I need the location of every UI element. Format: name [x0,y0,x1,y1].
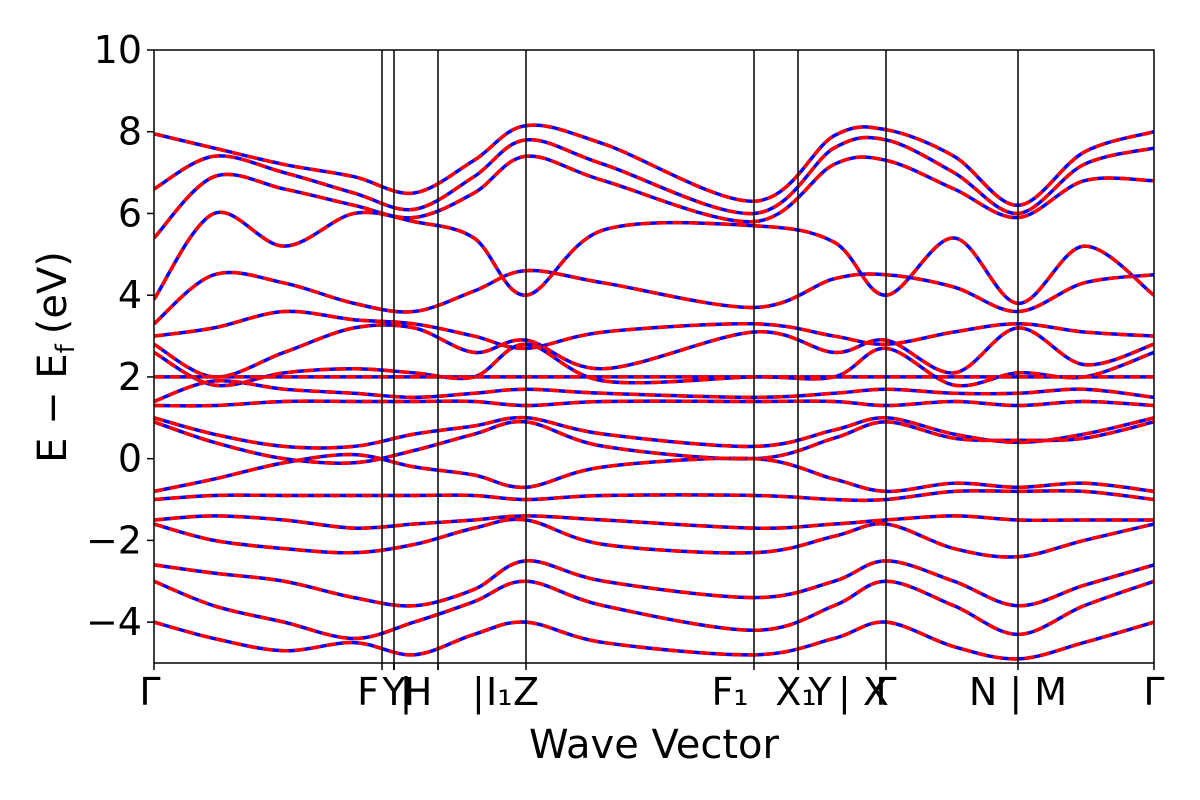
blue-band-line-17 [154,559,1154,608]
y-axis-title: E − Ef (eV) [30,251,81,463]
x-tick-label: Y [381,670,406,714]
y-tick-label: 2 [118,355,142,399]
y-tick-label: −4 [86,600,142,644]
svg-text:E − Ef(eV): E − Ef (eV) [30,251,81,463]
x-tick-label: Γ [875,670,896,714]
blue-band-line-14 [154,489,1154,503]
red-band-line-10 [154,399,1154,408]
red-band-line-11 [154,415,1154,450]
x-tick-label: X₁ [775,670,816,714]
red-band-line-15 [154,514,1154,530]
x-tick-label: Γ [1143,670,1164,714]
x-tick-label: I₁ [486,670,512,714]
y-axis-ticks: −4 −2 0 2 4 6 8 10 [86,28,154,644]
red-band-line-2 [154,154,1154,240]
x-tick-label: Y [807,670,832,714]
red-band-line-5 [154,309,1154,351]
red-band-line-12 [154,419,1154,465]
red-band-line-16 [154,517,1154,559]
red-band-line-6 [154,323,1154,379]
x-tick-label: | [472,670,485,715]
red-band-line-9 [154,378,1154,404]
y-tick-label: 6 [118,191,142,235]
x-tick-label: Γ [139,670,160,714]
y-tick-label: 10 [94,28,142,72]
x-axis-title: Wave Vector [529,722,780,768]
red-band-line-1 [154,135,1154,216]
red-band-line-4 [154,268,1154,326]
x-tick-label: | X [838,670,889,715]
y-axis-title-unit: (eV) [30,251,76,334]
y-tick-label: 8 [118,110,142,154]
x-tick-label: Z [513,670,539,714]
red-band-line-13 [154,452,1154,494]
high-symmetry-lines-layer [381,50,1019,663]
y-tick-label: −2 [86,518,142,562]
x-tick-label: | [400,670,413,715]
red-band-line-17 [154,559,1154,608]
band-lines-layer [154,123,1154,661]
red-band-line-7 [154,342,1154,388]
red-band-line-18 [154,579,1154,641]
x-tick-label: F [357,670,379,714]
y-tick-label: 0 [118,437,142,481]
x-tick-label: N | M [969,670,1067,715]
y-tick-label: 4 [118,273,142,317]
plot-frame [153,49,1155,664]
x-tick-label: H [404,670,433,714]
red-band-line-0 [154,123,1154,208]
red-band-line-19 [154,620,1154,661]
blue-band-line-7 [154,342,1154,388]
y-axis-title-sub: f [51,343,81,353]
x-tick-label: F₁ [711,670,748,714]
red-band-line-3 [154,210,1154,306]
blue-band-line-5 [154,309,1154,351]
blue-band-line-10 [154,399,1154,408]
red-band-line-14 [154,489,1154,503]
y-axis-title-main: E − E [30,353,76,463]
